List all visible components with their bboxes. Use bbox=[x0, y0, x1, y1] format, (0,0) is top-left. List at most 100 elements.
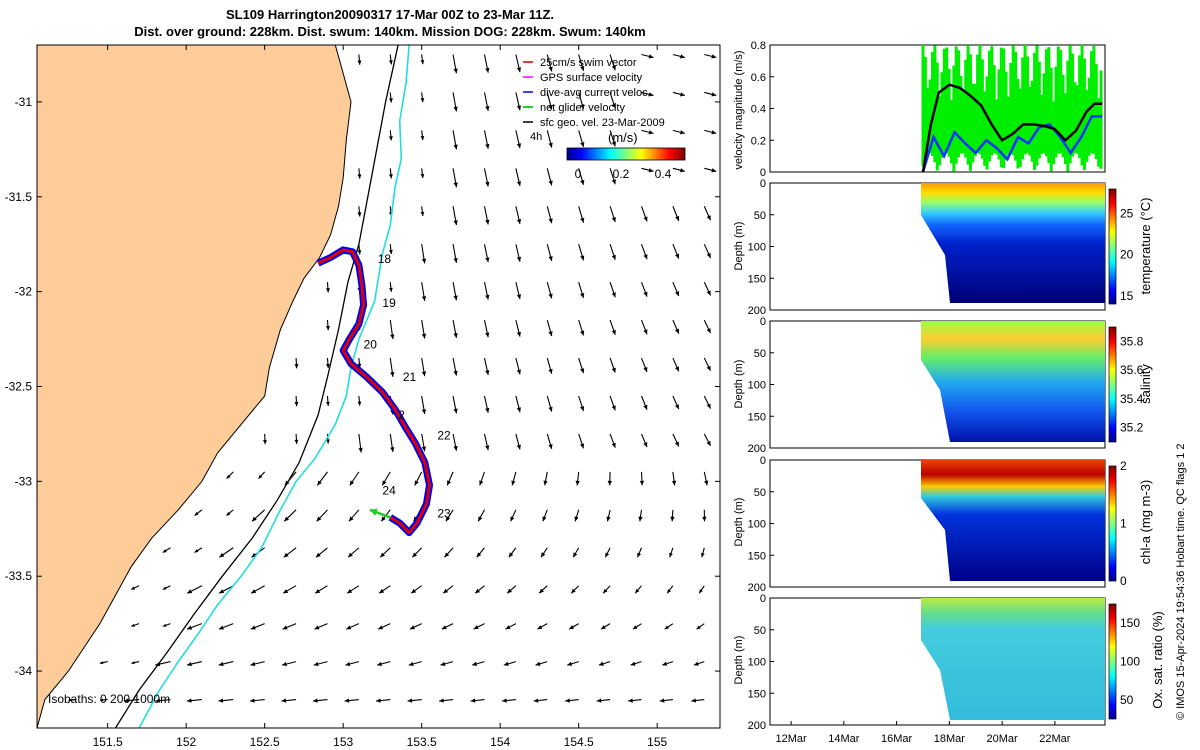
current-arrow-head bbox=[68, 698, 72, 702]
current-arrow-head bbox=[541, 552, 546, 558]
day-label: 23 bbox=[437, 506, 451, 520]
current-arrow-head bbox=[388, 174, 393, 179]
current-arrow-head bbox=[706, 328, 711, 334]
time-tick-label: 16Mar bbox=[881, 733, 913, 745]
depth-tick-label: 200 bbox=[748, 305, 766, 317]
salinity-panel: salinity Depth (m) bbox=[733, 320, 1153, 449]
current-arrow-head bbox=[659, 698, 665, 703]
depth-tick-label: 100 bbox=[748, 242, 766, 254]
oxygen-panel: Ox. sat. ratio (%) Depth (m) bbox=[733, 597, 1165, 726]
current-arrow-head bbox=[473, 625, 479, 630]
current-arrow-head bbox=[607, 480, 612, 486]
depth-tick-label: 50 bbox=[754, 348, 766, 360]
current-arrow-head bbox=[706, 215, 711, 221]
temperature-cbar-label: temperature (°C) bbox=[1138, 198, 1153, 295]
depth-tick-label: 50 bbox=[754, 487, 766, 499]
current-arrow-head bbox=[262, 439, 267, 445]
current-arrow-head bbox=[358, 447, 363, 453]
current-arrow-head bbox=[187, 589, 193, 594]
current-arrow-head bbox=[648, 130, 654, 135]
current-arrow-head bbox=[706, 290, 711, 296]
current-arrow-head bbox=[476, 552, 482, 558]
chla-field bbox=[921, 460, 1105, 581]
current-arrow-head bbox=[675, 291, 680, 297]
current-arrow-head bbox=[680, 92, 685, 97]
current-arrow-head bbox=[664, 625, 670, 630]
current-arrow-head bbox=[485, 219, 490, 225]
current-arrow-head bbox=[639, 480, 645, 486]
current-arrow-head bbox=[444, 552, 450, 558]
current-arrow-head bbox=[573, 552, 578, 558]
current-arrow-head bbox=[447, 480, 452, 486]
current-arrow-head bbox=[643, 254, 648, 260]
colorbar-tick-label: 0 bbox=[1120, 574, 1127, 588]
time-tick-label: 12Mar bbox=[776, 733, 808, 745]
current-arrow-head bbox=[503, 661, 509, 666]
current-arrow-head bbox=[571, 588, 576, 594]
current-arrow-head bbox=[357, 60, 362, 65]
current-arrow-head bbox=[381, 516, 386, 522]
chla-ylabel: Depth (m) bbox=[733, 498, 745, 547]
current-arrow-head bbox=[628, 698, 633, 703]
day-label: 22 bbox=[437, 429, 451, 443]
current-arrow-head bbox=[569, 625, 575, 630]
isobath-1000m bbox=[138, 45, 410, 728]
current-arrow-head bbox=[420, 98, 425, 103]
current-arrow-head bbox=[567, 661, 573, 666]
x-tick-label: 154.5 bbox=[564, 735, 594, 749]
current-arrow-head bbox=[548, 256, 553, 261]
current-arrow-head bbox=[388, 249, 393, 255]
depth-tick-label: 0 bbox=[760, 178, 766, 190]
current-arrow-head bbox=[580, 330, 585, 336]
current-arrow-head bbox=[706, 252, 711, 258]
time-tick-label: 14Mar bbox=[828, 733, 860, 745]
vel-y-tick-label: 0 bbox=[760, 167, 766, 179]
current-arrow-head bbox=[669, 552, 673, 558]
current-arrow-head bbox=[611, 103, 616, 109]
current-arrow-head bbox=[548, 331, 553, 337]
colorbar-tick-label: 2 bbox=[1120, 459, 1127, 473]
depth-tick-label: 0 bbox=[760, 455, 766, 467]
colorbar-tick-label: 20 bbox=[1120, 248, 1134, 262]
salinity-cbar-label: salinity bbox=[1138, 364, 1153, 404]
current-arrow-head bbox=[635, 588, 640, 594]
colorbar-tick-label: 25 bbox=[1120, 207, 1134, 221]
current-arrow-head bbox=[548, 66, 553, 72]
current-arrow-head bbox=[100, 698, 104, 702]
current-arrow-head bbox=[294, 439, 299, 444]
depth-tick-label: 50 bbox=[754, 625, 766, 637]
current-arrow-head bbox=[605, 552, 610, 558]
temperature-panel: temperature (°C) Depth (m) bbox=[733, 182, 1153, 311]
current-arrow-head bbox=[388, 98, 393, 103]
current-arrow-head bbox=[637, 552, 641, 558]
current-arrow-head bbox=[226, 474, 231, 479]
current-arrow-head bbox=[648, 168, 654, 173]
current-arrow-head bbox=[516, 369, 521, 375]
current-arrow-head bbox=[537, 625, 543, 630]
current-arrow-head bbox=[565, 698, 570, 703]
legend-net: net glider velocity bbox=[540, 102, 625, 114]
salinity-ylabel: Depth (m) bbox=[733, 360, 745, 409]
current-arrow-head bbox=[485, 67, 490, 73]
current-arrow-head bbox=[194, 549, 199, 553]
current-arrow-head bbox=[390, 372, 395, 377]
chla-panel: chl-a (mg m-3) Depth (m) bbox=[733, 459, 1153, 588]
imos-footer: © IMOS 15-Apr-2024 19:54:36 Hobart time.… bbox=[1175, 443, 1187, 720]
legend-gps: GPS surface velocity bbox=[540, 72, 643, 84]
current-arrow-head bbox=[218, 661, 224, 667]
depth-tick-label: 150 bbox=[748, 411, 766, 423]
current-arrow-head bbox=[131, 661, 135, 665]
current-arrow-head bbox=[611, 329, 616, 335]
current-arrow-head bbox=[420, 211, 425, 216]
x-tick-label: 154 bbox=[490, 735, 510, 749]
current-arrow-head bbox=[420, 60, 425, 65]
section-colorbar bbox=[1108, 603, 1117, 720]
oxygen-ylabel: Depth (m) bbox=[733, 636, 745, 685]
section-colorbars: 15 20 25 35.2 35.4 35.6 35.8 0 1 2 50 100 150 bbox=[1108, 188, 1144, 720]
current-arrow-head bbox=[282, 625, 288, 630]
current-arrow-head bbox=[516, 294, 522, 300]
current-arrow-head bbox=[412, 552, 418, 558]
current-arrow-head bbox=[421, 333, 427, 339]
time-tick-label: 22Mar bbox=[1039, 733, 1071, 745]
